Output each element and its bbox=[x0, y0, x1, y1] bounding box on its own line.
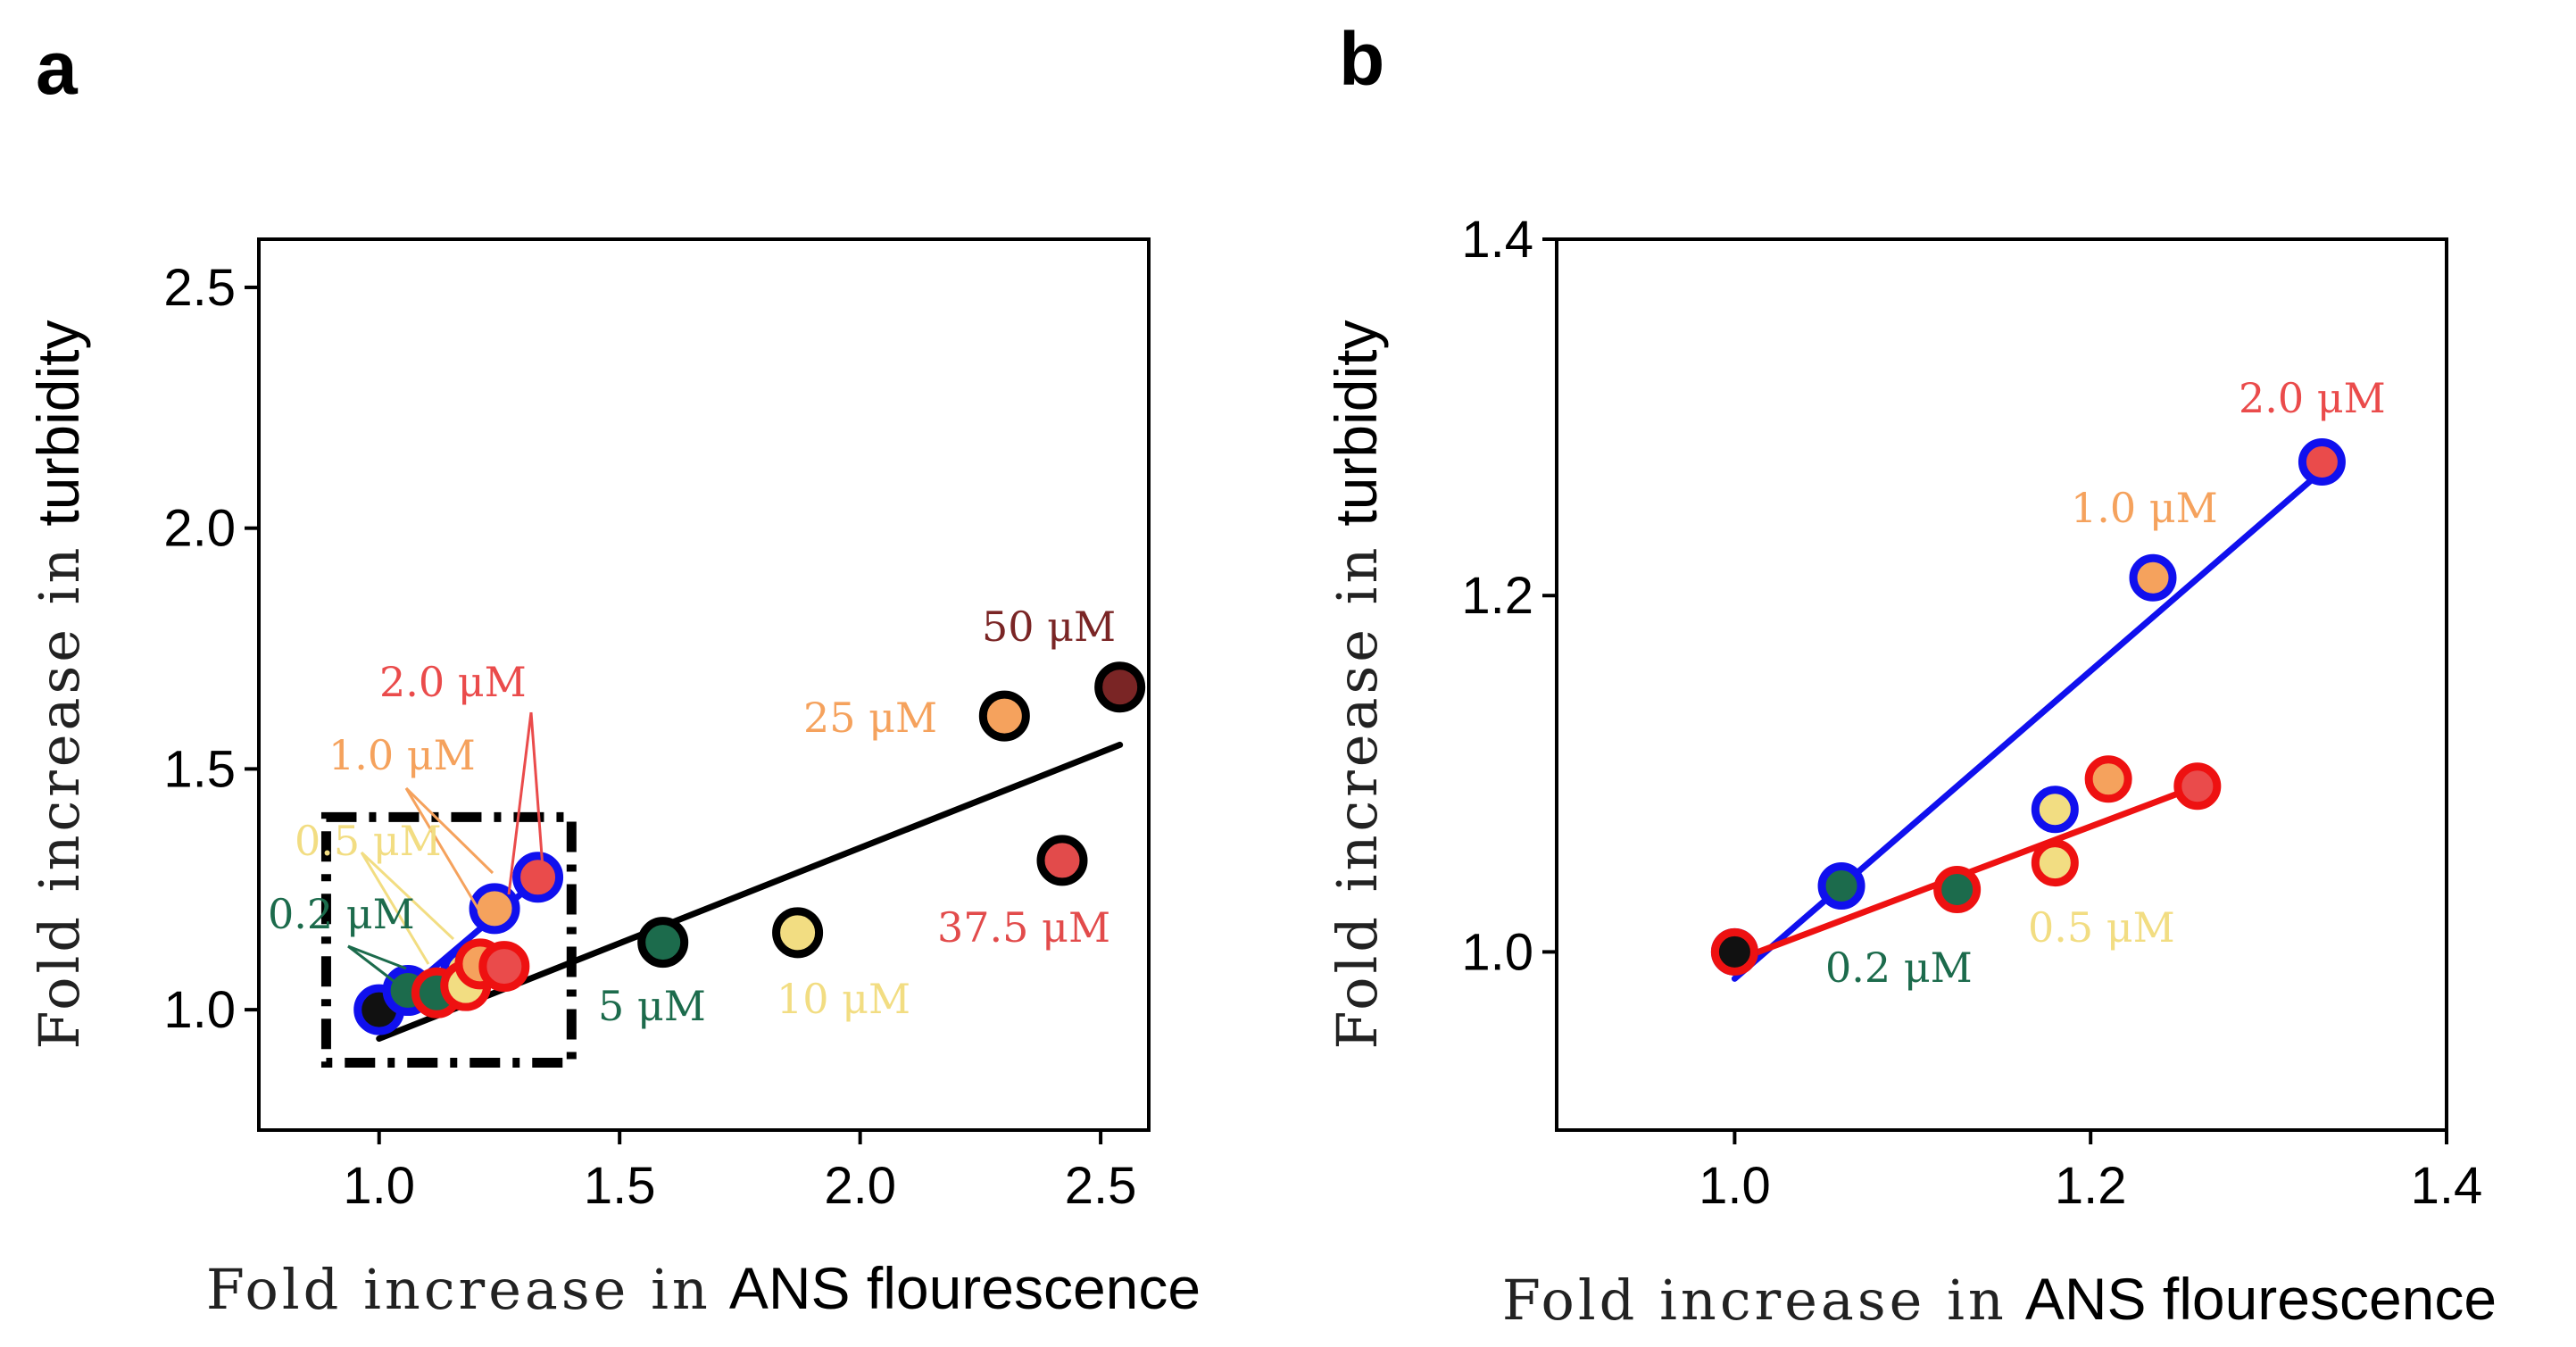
annotation-25uM: 25 μM bbox=[803, 694, 937, 742]
panel-a-xlabel: Fold increase in ANS flourescence bbox=[206, 1255, 1201, 1322]
panel-b-ylabel: Fold increase in turbidity bbox=[1323, 320, 1390, 1049]
panel-b: b 1.0 1.2 1.4 1.0 1.2 1.4 2.0 μM 1.0 μM 0.2 μ… bbox=[1323, 17, 2497, 1333]
panel-a-ylabel-prefix: Fold increase in bbox=[27, 545, 92, 1050]
data-point bbox=[478, 941, 530, 993]
panel-b-annotations: 2.0 μM 1.0 μM 0.2 μM 0.5 μM bbox=[1825, 374, 2386, 992]
data-point bbox=[1094, 661, 1146, 713]
panel-b-ylabel-suffix: turbidity bbox=[1323, 320, 1389, 526]
x-tick-label: 1.2 bbox=[2055, 1157, 2127, 1215]
panel-b-frame bbox=[1555, 237, 2448, 1132]
data-point bbox=[2031, 786, 2079, 834]
x-tick-label: 1.5 bbox=[584, 1157, 656, 1215]
panel-b-xlabel-prefix: Fold increase in bbox=[1502, 1268, 2007, 1333]
x-tick-label: 2.5 bbox=[1065, 1157, 1137, 1215]
data-point bbox=[2084, 755, 2132, 803]
data-point bbox=[1817, 862, 1866, 910]
y-tick-label: 1.4 bbox=[1461, 211, 1533, 269]
annotation-b-02uM: 0.2 μM bbox=[1825, 944, 1973, 992]
data-point bbox=[469, 883, 520, 935]
leader-1uM-2 bbox=[404, 787, 482, 913]
panel-a: a 1.0 1.5 2.0 2.5 1.0 1.5 2.0 2.5 2.0 μM 1.0 μM… bbox=[25, 26, 1201, 1322]
panel-a-points bbox=[353, 661, 1146, 1035]
leader-2uM-2 bbox=[507, 711, 533, 895]
leader-1uM-1 bbox=[404, 786, 494, 875]
panel-b-ticks: 1.0 1.2 1.4 1.0 1.2 1.4 bbox=[1461, 211, 2482, 1215]
annotation-5uM: 5 μM bbox=[598, 982, 706, 1030]
leader-02uM-2 bbox=[347, 944, 410, 994]
annotation-b-05uM: 0.5 μM bbox=[2028, 903, 2175, 952]
data-point bbox=[2298, 438, 2346, 486]
panel-a-ylabel: Fold increase in turbidity bbox=[25, 320, 92, 1049]
panel-b-points bbox=[1710, 438, 2346, 976]
panel-a-xlabel-suffix: ANS flourescence bbox=[729, 1255, 1201, 1321]
y-tick-label: 1.0 bbox=[163, 981, 236, 1039]
y-tick-label: 2.0 bbox=[163, 500, 236, 558]
data-point bbox=[1710, 927, 1758, 976]
panel-a-xlabel-prefix: Fold increase in bbox=[206, 1257, 711, 1322]
x-tick-label: 1.0 bbox=[343, 1157, 415, 1215]
data-point bbox=[637, 917, 689, 969]
data-point bbox=[772, 907, 824, 959]
annotation-b-2uM: 2.0 μM bbox=[2239, 374, 2386, 422]
annotation-1uM: 1.0 μM bbox=[328, 731, 476, 779]
panel-a-inset-box bbox=[320, 811, 577, 1068]
data-point bbox=[2031, 839, 2079, 887]
panel-b-xlabel-suffix: ANS flourescence bbox=[2025, 1266, 2497, 1332]
x-tick-label: 1.0 bbox=[1699, 1157, 1771, 1215]
annotation-b-1uM: 1.0 μM bbox=[2071, 484, 2218, 532]
panel-a-annotations: 2.0 μM 1.0 μM 0.5 μM 0.2 μM 5 μM 10 μM 2… bbox=[268, 603, 1116, 1030]
panel-b-fit-lines bbox=[1731, 467, 2325, 982]
annotation-05uM: 0.5 μM bbox=[295, 817, 442, 865]
annotation-10uM: 10 μM bbox=[777, 975, 910, 1023]
data-point bbox=[2173, 762, 2222, 811]
annotation-375uM: 37.5 μM bbox=[937, 903, 1110, 952]
data-point bbox=[1036, 835, 1088, 886]
panel-b-ylabel-prefix: Fold increase in bbox=[1325, 545, 1390, 1050]
leader-02uM-1 bbox=[347, 944, 407, 970]
y-tick-label: 1.2 bbox=[1461, 567, 1533, 625]
data-point bbox=[1933, 866, 1982, 914]
annotation-2uM: 2.0 μM bbox=[379, 658, 527, 706]
panel-a-ticks: 1.0 1.5 2.0 2.5 1.0 1.5 2.0 2.5 bbox=[163, 259, 1136, 1215]
leader-05uM-2 bbox=[360, 852, 430, 965]
panel-b-label: b bbox=[1339, 17, 1384, 101]
x-tick-label: 2.0 bbox=[824, 1157, 896, 1215]
data-point bbox=[512, 852, 564, 903]
y-tick-label: 1.0 bbox=[1461, 923, 1533, 981]
panel-a-label: a bbox=[36, 26, 79, 110]
y-tick-label: 2.5 bbox=[163, 259, 236, 317]
annotation-02uM: 0.2 μM bbox=[268, 890, 415, 938]
data-point bbox=[2129, 553, 2177, 602]
panel-a-ylabel-suffix: turbidity bbox=[25, 320, 91, 526]
x-tick-label: 1.4 bbox=[2411, 1157, 2483, 1215]
leader-05uM-1 bbox=[360, 851, 455, 941]
annotation-50uM: 50 μM bbox=[982, 603, 1116, 651]
y-tick-label: 1.5 bbox=[163, 740, 236, 798]
data-point bbox=[978, 690, 1030, 742]
leader-2uM-1 bbox=[529, 711, 544, 869]
fit-line-blue bbox=[1731, 467, 2325, 982]
panel-b-xlabel: Fold increase in ANS flourescence bbox=[1502, 1266, 2497, 1333]
panel-a-leader-lines bbox=[347, 711, 544, 994]
panel-a-frame bbox=[257, 237, 1151, 1132]
